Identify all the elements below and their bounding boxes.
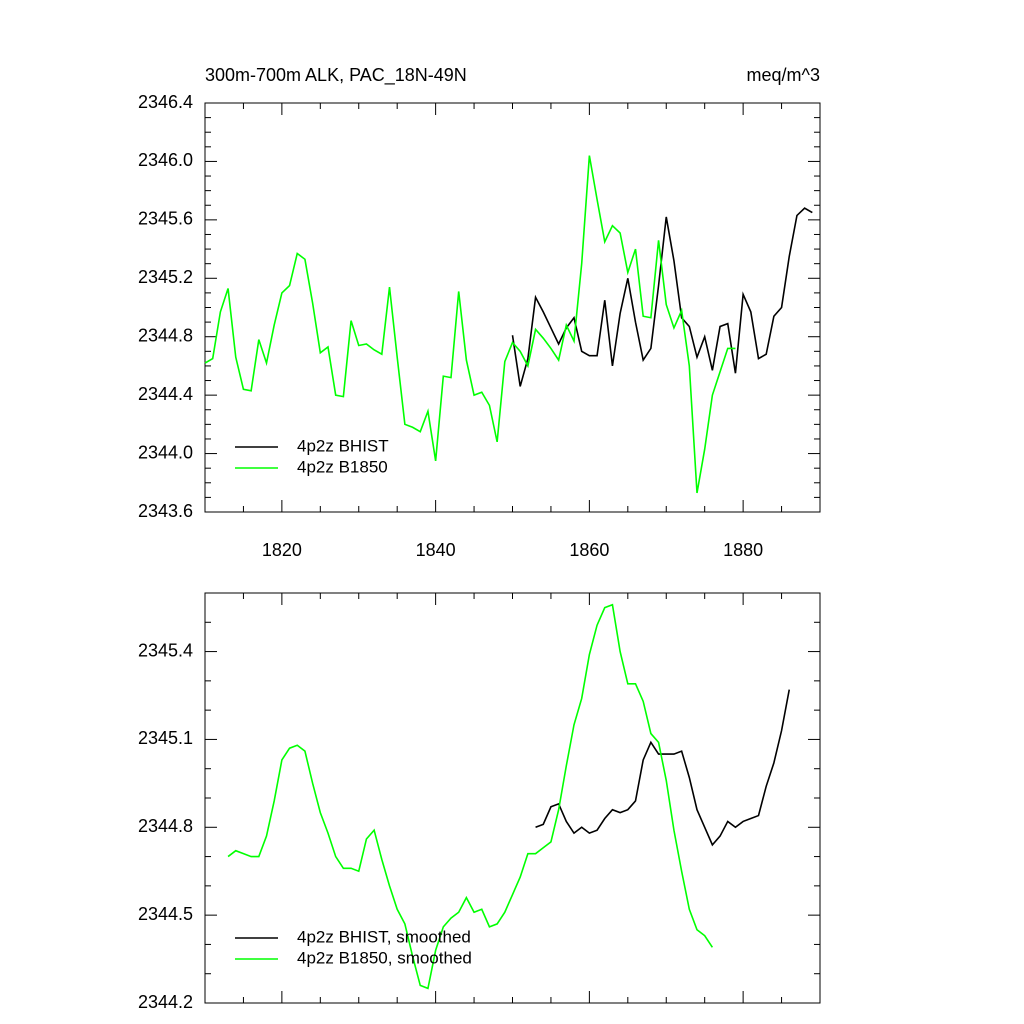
series-line — [535, 689, 791, 847]
x-tick-label: 1840 — [416, 540, 456, 560]
y-tick-label: 2346.4 — [138, 92, 193, 112]
legend-label: 4p2z B1850 — [297, 457, 388, 476]
y-tick-label: 2345.4 — [138, 640, 193, 660]
series-line — [511, 207, 813, 387]
y-tick-label: 2345.1 — [138, 728, 193, 748]
y-tick-label: 2345.6 — [138, 209, 193, 229]
x-tick-label: 1820 — [262, 540, 302, 560]
series-line — [204, 155, 736, 494]
y-tick-label: 2344.2 — [138, 992, 193, 1012]
series-line — [227, 603, 714, 990]
y-tick-label: 2344.8 — [138, 816, 193, 836]
y-tick-label: 2344.8 — [138, 325, 193, 345]
y-tick-label: 2346.0 — [138, 150, 193, 170]
legend-label: 4p2z B1850, smoothed — [297, 948, 472, 967]
x-tick-label: 1880 — [723, 540, 763, 560]
y-tick-label: 2345.2 — [138, 267, 193, 287]
legend-label: 4p2z BHIST — [297, 436, 389, 455]
units-label: meq/m^3 — [747, 65, 820, 85]
x-tick-label: 1860 — [569, 540, 609, 560]
y-tick-label: 2344.0 — [138, 442, 193, 462]
legend-label: 4p2z BHIST, smoothed — [297, 927, 471, 946]
y-tick-label: 2344.5 — [138, 904, 193, 924]
y-tick-label: 2344.4 — [138, 384, 193, 404]
y-tick-label: 2343.6 — [138, 501, 193, 521]
chart-title: 300m-700m ALK, PAC_18N-49N — [205, 65, 467, 86]
